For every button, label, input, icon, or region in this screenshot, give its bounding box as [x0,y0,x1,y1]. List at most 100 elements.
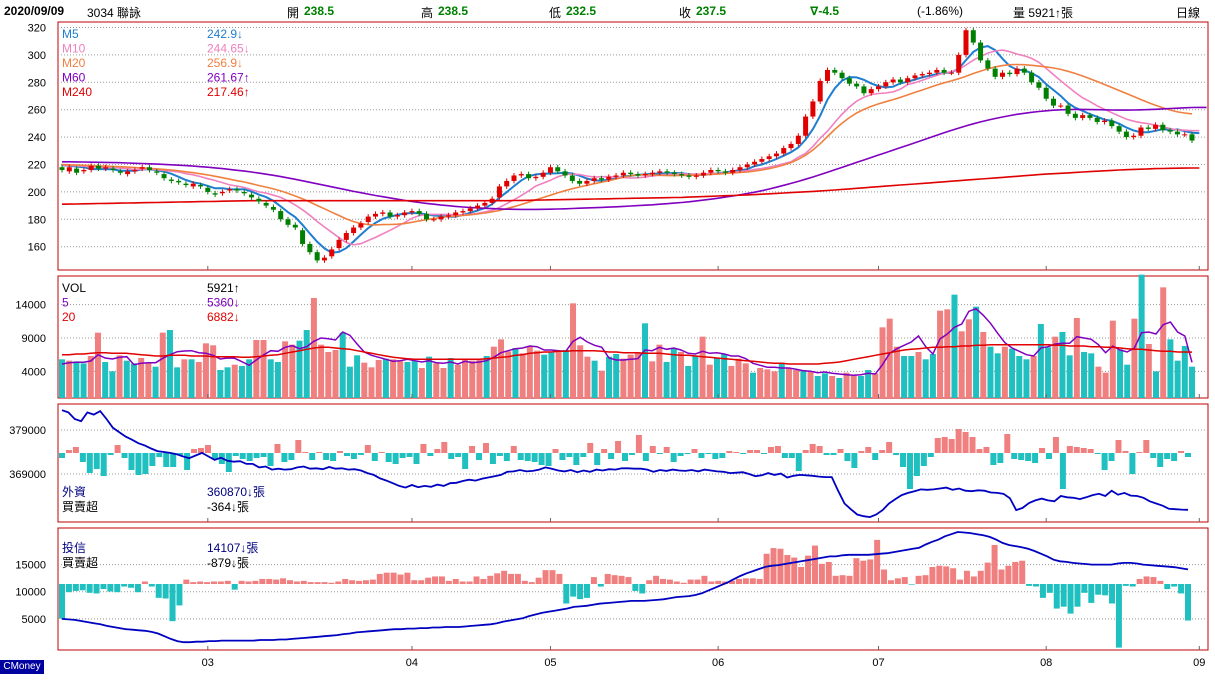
volume-bar [620,358,627,398]
candle-body [1043,87,1049,99]
candlestick [460,208,466,215]
legend-name-1: 5 [62,296,69,310]
foreign-net-bar [997,453,1004,463]
volume-bar [181,359,188,398]
candlestick [1160,122,1166,133]
foreign-net-bar [601,449,608,453]
trust-net-bar [639,584,646,594]
foreign-net-bar [635,435,642,453]
candlestick [941,67,947,76]
legend-name-0: M5 [62,27,79,41]
volume-bar [555,352,562,398]
trust-net-bar [798,566,805,584]
candle-body [372,213,378,217]
foreign-net-bar [59,453,65,458]
candle-body [569,175,575,181]
legend-value-0: 5921↑ [207,281,240,295]
volume-bar [1124,364,1131,398]
candle-body [788,143,794,149]
candle-body [256,198,262,202]
volume-bar [1102,372,1109,398]
legend-name-2: M20 [62,56,86,70]
volume-bar [1045,347,1052,398]
trust-net-bar [128,584,135,588]
candlestick [278,208,284,222]
trust-net-bar [418,580,425,584]
price-y-tick: 220 [28,159,46,171]
foreign-net-bar [976,449,983,453]
quote-date: 2020/09/09 [4,4,65,18]
volume-bar [130,363,137,398]
candle-body [110,168,116,170]
trust-net-bar [501,570,508,584]
candlestick [103,164,109,172]
foreign-net-bar [580,453,587,457]
candlestick [577,178,583,187]
trust-y-tick: 15000 [15,560,46,572]
candle-body [1109,120,1115,127]
trust-net-bar [286,580,293,584]
foreign-net-bar [622,453,628,461]
brand-logo[interactable]: CMoney [0,660,44,674]
candlestick [1087,112,1093,121]
foreign-net-bar [1025,453,1032,461]
volume-bar [814,376,821,398]
candle-body [263,202,269,206]
trust-net-bar [936,565,943,584]
trust-net-bar [1053,584,1060,609]
volume-bar [771,371,778,398]
candle-body [897,79,903,83]
candle-body [810,101,816,117]
candle-body [234,189,240,191]
volume-bar [857,376,864,398]
trust-net-bar [701,575,708,584]
volume-bar [512,348,519,398]
trust-net-bar [963,570,970,584]
foreign-net-bar [378,452,385,453]
foreign-legend-name-1: 買賣超 [62,499,98,514]
trust-net-bar [1012,561,1019,584]
trust-net-bar [984,562,991,584]
candle-body [650,172,656,175]
candle-body [803,116,809,136]
volume-bar [289,344,296,398]
trust-net-bar [611,575,618,584]
high-label: 高 [421,6,434,20]
trust-net-bar [1060,584,1067,607]
volume-bar [749,372,756,398]
volume-bar [174,367,181,398]
volume-bar [1189,366,1195,398]
trust-net-bar [487,575,494,584]
volume-bar [1009,348,1016,398]
volume-bar [764,369,771,398]
candle-body [781,148,787,154]
candlestick [1080,112,1086,121]
trust-net-bar [65,584,72,593]
volume-bar [793,370,800,398]
volume-bar [958,331,965,398]
trust-net-bar [280,578,287,584]
candlestick [628,170,634,177]
foreign-net-bar [135,453,142,475]
foreign-net-bar [726,451,733,453]
volume-bar [138,358,145,398]
trust-net-bar [148,584,155,587]
trust-net-bar [328,582,335,584]
trust-net-bar [1081,584,1088,593]
foreign-legend-name-0: 外資 [62,485,86,499]
candlestick [285,216,291,228]
period-selector[interactable]: 日線 [1176,6,1201,20]
foreign-net-bar [705,453,712,454]
foreign-net-bar [698,453,705,458]
candle-body [168,179,174,181]
foreign-net-bar [476,453,483,460]
candlestick [205,185,211,195]
foreign-net-bar [427,453,434,456]
foreign-net-bar [656,453,663,454]
foreign-net-bar [1101,453,1108,470]
foreign-net-bar [86,453,93,473]
candlestick [154,168,160,176]
month-label: 06 [712,657,724,669]
candle-body [540,172,546,177]
candle-body [343,233,349,240]
